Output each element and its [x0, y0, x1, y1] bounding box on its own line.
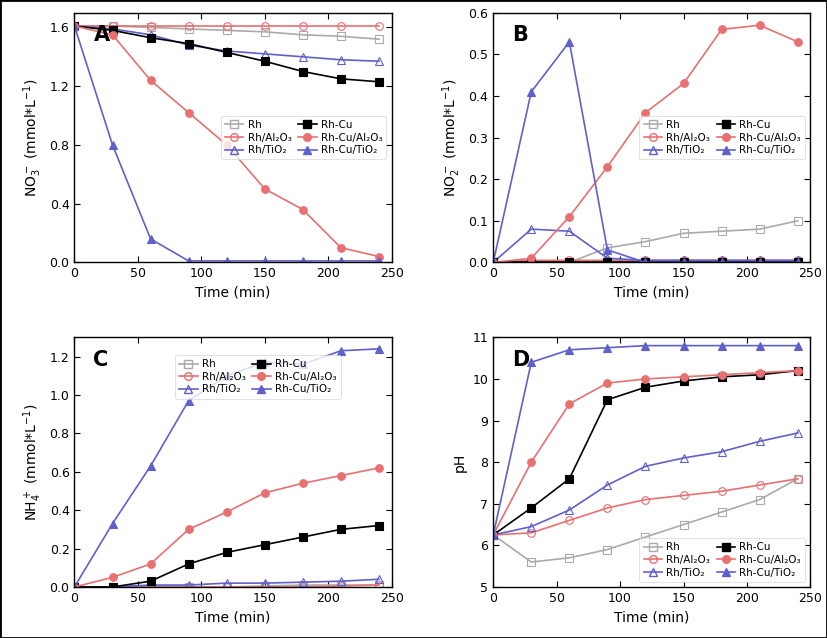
- Legend: Rh, Rh/Al₂O₃, Rh/TiO₂, Rh-Cu, Rh-Cu/Al₂O₃, Rh-Cu/TiO₂: Rh, Rh/Al₂O₃, Rh/TiO₂, Rh-Cu, Rh-Cu/Al₂O…: [221, 116, 386, 160]
- X-axis label: Time (min): Time (min): [195, 611, 270, 625]
- Legend: Rh, Rh/Al₂O₃, Rh/TiO₂, Rh-Cu, Rh-Cu/Al₂O₃, Rh-Cu/TiO₂: Rh, Rh/Al₂O₃, Rh/TiO₂, Rh-Cu, Rh-Cu/Al₂O…: [639, 116, 805, 160]
- Y-axis label: pH: pH: [453, 452, 467, 471]
- Text: C: C: [93, 350, 108, 370]
- Text: A: A: [93, 26, 110, 45]
- Y-axis label: NH$_4^+$ (mmol*L$^{-1}$): NH$_4^+$ (mmol*L$^{-1}$): [22, 403, 44, 521]
- Text: B: B: [512, 26, 528, 45]
- Legend: Rh, Rh/Al₂O₃, Rh/TiO₂, Rh-Cu, Rh-Cu/Al₂O₃, Rh-Cu/TiO₂: Rh, Rh/Al₂O₃, Rh/TiO₂, Rh-Cu, Rh-Cu/Al₂O…: [639, 538, 805, 582]
- X-axis label: Time (min): Time (min): [195, 286, 270, 300]
- X-axis label: Time (min): Time (min): [614, 611, 690, 625]
- Y-axis label: NO$_2^-$ (mmol*L$^{-1}$): NO$_2^-$ (mmol*L$^{-1}$): [440, 78, 463, 197]
- Y-axis label: NO$_3^-$ (mmol*L$^{-1}$): NO$_3^-$ (mmol*L$^{-1}$): [22, 78, 44, 197]
- X-axis label: Time (min): Time (min): [614, 286, 690, 300]
- Legend: Rh, Rh/Al₂O₃, Rh/TiO₂, Rh-Cu, Rh-Cu/Al₂O₃, Rh-Cu/TiO₂: Rh, Rh/Al₂O₃, Rh/TiO₂, Rh-Cu, Rh-Cu/Al₂O…: [174, 355, 341, 399]
- Text: D: D: [512, 350, 529, 370]
